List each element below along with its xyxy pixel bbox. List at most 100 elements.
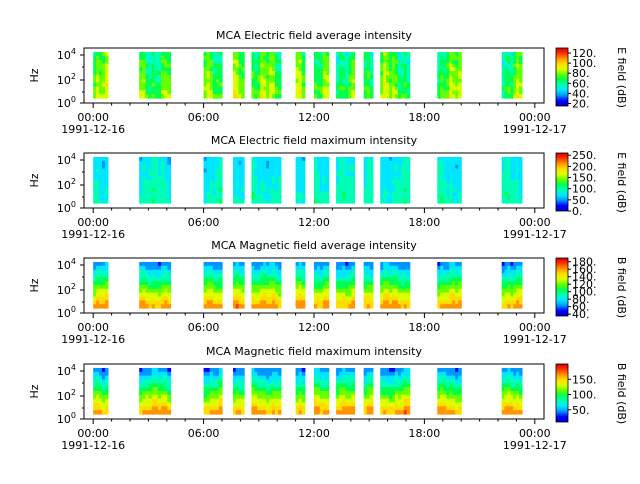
- spectrogram-cell: [345, 199, 349, 204]
- spectrogram-cell: [241, 195, 245, 200]
- spectrogram-cell: [295, 164, 300, 170]
- spectrogram-cell: [139, 391, 143, 396]
- spectrogram-cell: [274, 262, 279, 267]
- spectrogram-cell: [263, 67, 267, 72]
- spectrogram-cell: [363, 195, 368, 200]
- spectrogram-cell: [301, 288, 306, 294]
- spectrogram-cell: [513, 281, 517, 286]
- spectrogram-cell: [449, 75, 453, 80]
- spectrogram-cell: [298, 195, 303, 200]
- spectrogram-cell: [277, 183, 282, 189]
- spectrogram-cell: [96, 300, 100, 305]
- spectrogram-cell: [510, 391, 514, 396]
- spectrogram-cell: [254, 265, 258, 271]
- x-tick-label: 06:00: [188, 216, 220, 229]
- spectrogram-cell: [406, 398, 411, 404]
- spectrogram-cell: [504, 277, 509, 282]
- spectrogram-cell: [238, 86, 242, 91]
- spectrogram-cell: [104, 265, 109, 271]
- spectrogram-cell: [251, 391, 255, 396]
- spectrogram-cell: [151, 387, 156, 392]
- spectrogram-cell: [513, 292, 517, 298]
- spectrogram-cell: [389, 265, 393, 271]
- spectrogram-cell: [272, 176, 276, 181]
- spectrogram-cell: [383, 86, 387, 91]
- spectrogram-cell: [102, 292, 106, 298]
- spectrogram-cell: [93, 191, 97, 196]
- spectrogram-cell: [233, 82, 237, 88]
- spectrogram-cell: [206, 285, 211, 290]
- spectrogram-cell: [446, 67, 450, 72]
- spectrogram-cell: [260, 187, 264, 193]
- spectrogram-cell: [269, 391, 273, 396]
- spectrogram-cell: [319, 199, 324, 204]
- spectrogram-cell: [263, 78, 267, 84]
- spectrogram-cell: [366, 59, 371, 65]
- spectrogram-cell: [235, 387, 240, 392]
- spectrogram-cell: [164, 157, 168, 162]
- spectrogram-cell: [319, 375, 324, 381]
- spectrogram-cell: [369, 55, 374, 61]
- spectrogram-cell: [513, 375, 517, 381]
- spectrogram-cell: [241, 383, 245, 388]
- panel-title: MCA Electric field maximum intensity: [211, 134, 418, 147]
- spectrogram-cell: [510, 180, 514, 185]
- spectrogram-cell: [397, 157, 402, 162]
- spectrogram-cell: [351, 164, 356, 170]
- spectrogram-cell: [167, 71, 172, 76]
- spectrogram-cell: [504, 187, 509, 193]
- spectrogram-cell: [102, 265, 106, 271]
- spectrogram-cell: [269, 296, 273, 301]
- spectrogram-cell: [235, 383, 240, 388]
- y-tick-label: 104: [57, 363, 76, 378]
- spectrogram-cell: [403, 63, 408, 68]
- spectrogram-cell: [345, 375, 349, 381]
- spectrogram-cell: [206, 269, 211, 275]
- spectrogram-cell: [96, 82, 100, 88]
- spectrogram-cell: [148, 75, 153, 80]
- spectrogram-cell: [342, 59, 346, 65]
- spectrogram-cell: [507, 191, 511, 196]
- spectrogram-cell: [342, 304, 346, 309]
- spectrogram-cell: [238, 391, 242, 396]
- spectrogram-cell: [449, 371, 453, 377]
- spectrogram-cell: [263, 304, 267, 309]
- spectrogram-cell: [269, 78, 273, 84]
- spectrogram-cell: [322, 394, 327, 400]
- spectrogram-cell: [369, 300, 374, 305]
- spectrogram-cell: [277, 180, 282, 185]
- spectrogram-cell: [440, 191, 444, 196]
- spectrogram-cell: [301, 67, 306, 72]
- spectrogram-cell: [316, 176, 321, 181]
- spectrogram-cell: [269, 398, 273, 404]
- y-tick-label: 104: [57, 47, 76, 62]
- data-block: [380, 262, 411, 309]
- spectrogram-cell: [510, 78, 514, 84]
- panel-title: MCA Magnetic field average intensity: [211, 239, 417, 252]
- spectrogram-cell: [139, 277, 143, 282]
- spectrogram-cell: [397, 387, 402, 392]
- spectrogram-cell: [336, 304, 340, 309]
- spectrogram-cell: [104, 391, 109, 396]
- spectrogram-cell: [443, 265, 447, 271]
- spectrogram-cell: [516, 67, 520, 72]
- spectrogram-cell: [400, 391, 405, 396]
- spectrogram-cell: [241, 187, 245, 193]
- spectrogram-cell: [336, 172, 340, 177]
- spectrogram-cell: [519, 157, 523, 162]
- spectrogram-cell: [164, 296, 168, 301]
- spectrogram-cell: [380, 86, 384, 91]
- spectrogram-cell: [513, 300, 517, 305]
- spectrogram-cell: [516, 406, 520, 411]
- spectrogram-cell: [212, 52, 217, 57]
- spectrogram-cell: [154, 296, 159, 301]
- spectrogram-cell: [383, 67, 387, 72]
- spectrogram-cell: [345, 191, 349, 196]
- spectrogram-cell: [295, 375, 300, 381]
- spectrogram-cell: [389, 67, 393, 72]
- spectrogram-cell: [139, 75, 143, 80]
- spectrogram-cell: [446, 398, 450, 404]
- spectrogram-cell: [443, 183, 447, 189]
- spectrogram-cell: [148, 164, 153, 170]
